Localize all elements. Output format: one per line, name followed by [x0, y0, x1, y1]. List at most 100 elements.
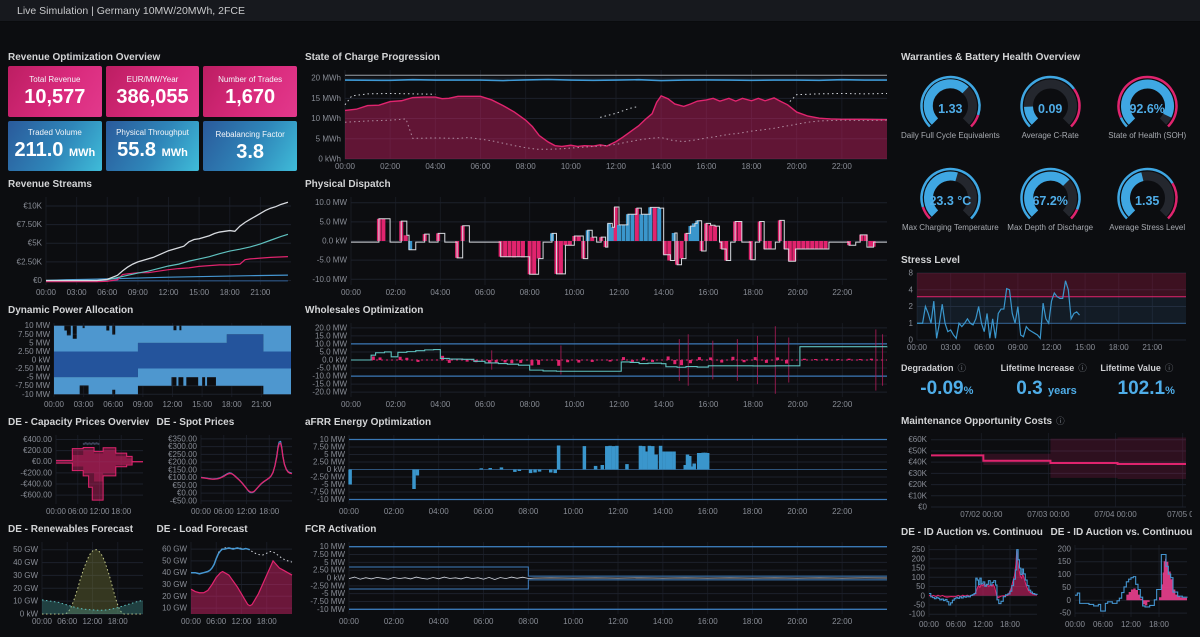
dynamic-power-allocation-chart[interactable]: 10 MW 7.50 MW 5 MW 2.50 MW 0 kW -2.50 MW -5 MW…	[8, 319, 297, 409]
fcr-activation-chart[interactable]: 10 MW 7.50 MW 5 MW 2.50 MW 0 kW -2.50 MW -5 MW…	[305, 538, 893, 626]
svg-text:50 GW: 50 GW	[13, 545, 38, 554]
dashboard-body: Revenue Optimization Overview Total Reve…	[0, 22, 1200, 637]
panel-title[interactable]: Dynamic Power Allocation	[8, 305, 134, 316]
svg-text:€20K: €20K	[908, 480, 927, 489]
panel-title[interactable]: Wholesales Optimization	[305, 305, 424, 316]
panel-title[interactable]: Revenue Optimization Overview	[8, 52, 161, 63]
svg-text:0 kW: 0 kW	[327, 465, 346, 474]
svg-text:12:00: 12:00	[609, 400, 630, 409]
svg-text:10.0 MW: 10.0 MW	[315, 198, 347, 207]
load-forecast-chart[interactable]: 60 GW 50 GW 40 GW 30 GW 20 GW 10 GW 00:00 06:00…	[157, 538, 298, 626]
svg-text:04:00: 04:00	[429, 617, 450, 626]
svg-text:12:00: 12:00	[231, 617, 252, 626]
gauge-grid: 1.33 Daily Full Cycle Equivalents 0.09 A…	[901, 66, 1192, 247]
stat-card-rebalancing-factor: Rebalancing Factor 3.8	[203, 120, 297, 171]
svg-text:€5K: €5K	[28, 239, 43, 248]
svg-text:-20.0 MW: -20.0 MW	[312, 388, 347, 397]
panel-title[interactable]: DE - Load Forecast	[156, 524, 248, 535]
panel-title[interactable]: FCR Activation	[305, 524, 377, 535]
svg-text:10:00: 10:00	[561, 162, 582, 171]
gauge-arc	[904, 158, 997, 222]
svg-text:-50: -50	[913, 601, 925, 610]
svg-text:04:00: 04:00	[429, 507, 450, 516]
panel-title[interactable]: Warranties & Battery Health Overview	[901, 52, 1081, 63]
svg-text:08:00: 08:00	[518, 617, 539, 626]
svg-text:22:00: 22:00	[832, 288, 853, 297]
id-auction-hour-chart[interactable]: 200 150 100 50 0 -50 00:00 06:00 12:00 18:00	[1051, 541, 1193, 629]
svg-text:100: 100	[912, 573, 926, 582]
panel-title[interactable]: DE - ID Auction vs. Continuous (quar...	[901, 527, 1043, 538]
stat-label: EUR/MW/Year	[126, 75, 179, 85]
top-navigation-bar: Live Simulation | Germany 10MW/20MWh, 2F…	[0, 0, 1200, 22]
dashboard-title: Live Simulation | Germany 10MW/20MWh, 2F…	[17, 4, 245, 17]
info-icon[interactable]: ⓘ	[1078, 363, 1087, 373]
svg-text:16:00: 16:00	[698, 507, 719, 516]
info-icon[interactable]: ⓘ	[1164, 363, 1174, 373]
svg-text:0 kW: 0 kW	[20, 610, 39, 619]
svg-text:02:00: 02:00	[384, 617, 405, 626]
gauge-label: Daily Full Cycle Equivalents	[901, 131, 1000, 140]
svg-text:18:00: 18:00	[108, 617, 129, 626]
svg-text:20:00: 20:00	[787, 507, 808, 516]
maintenance-costs-chart[interactable]: €60K €50K €40K €30K €20K €10K €0 07/02 00:00 07/…	[901, 429, 1192, 519]
panel-title[interactable]: Revenue Streams	[8, 179, 92, 190]
svg-text:15 MWh: 15 MWh	[311, 94, 341, 103]
panel-title[interactable]: State of Charge Progression	[305, 52, 441, 63]
gauge-arc	[1004, 66, 1097, 130]
svg-text:00:00: 00:00	[339, 507, 360, 516]
stat-value: 102.1%	[1117, 378, 1175, 399]
stat-label: Physical Throughput	[116, 128, 189, 138]
id-auction-quarter-chart[interactable]: 250 200 150 100 50 0 -50 -100 00:00 06:00 12:00 18:…	[901, 541, 1043, 629]
svg-text:12:00: 12:00	[162, 400, 183, 409]
renewables-forecast-chart[interactable]: 50 GW 40 GW 30 GW 20 GW 10 GW 0 kW 00:00 06:00 1…	[8, 538, 149, 626]
gauge-value: 1.35	[1135, 193, 1160, 208]
wholesales-optimization-chart[interactable]: 20.0 MW 15.0 MW 10.0 MW 5.0 MW 0.0 kW -5.0 MW…	[305, 319, 893, 409]
gauge-label: Max Charging Temperature	[901, 222, 999, 232]
svg-text:-100: -100	[909, 610, 926, 619]
gauge-value: 92.6%	[1129, 102, 1165, 116]
svg-text:10:00: 10:00	[563, 507, 584, 516]
afrr-energy-optimization-chart[interactable]: 10 MW 7.50 MW 5 MW 2.50 MW 0 kW -2.50 MW -5 MW…	[305, 431, 893, 516]
panel-title[interactable]: aFRR Energy Optimization	[305, 417, 432, 428]
panel-title[interactable]: Physical Dispatch	[305, 179, 391, 190]
panel-title[interactable]: DE - Renewables Forecast	[8, 524, 134, 535]
svg-text:22:00: 22:00	[832, 400, 853, 409]
svg-text:14:00: 14:00	[653, 617, 674, 626]
svg-text:10 MW: 10 MW	[320, 542, 346, 551]
physical-dispatch-chart[interactable]: 10.0 MW 5.0 MW 0.0 kW -5.0 MW -10.0 MW 00:00 0…	[305, 193, 893, 297]
svg-text:15.0 MW: 15.0 MW	[315, 331, 347, 340]
panel-title[interactable]: Stress Level	[901, 255, 960, 266]
svg-text:22:00: 22:00	[832, 507, 853, 516]
svg-text:00:00: 00:00	[339, 617, 360, 626]
svg-text:07/02 00:00: 07/02 00:00	[960, 510, 1003, 519]
svg-text:40 GW: 40 GW	[13, 558, 38, 567]
svg-text:12:00: 12:00	[236, 507, 257, 516]
capacity-prices-chart[interactable]: €400.00 €200.00 €0.00 -€200.00 -€400.00 -€600…	[8, 431, 149, 516]
svg-text:10 MWh: 10 MWh	[311, 114, 341, 123]
svg-text:8: 8	[909, 269, 914, 278]
spot-prices-chart[interactable]: €350.00 €300.00 €250.00 €200.00 €150.00 €100.…	[157, 431, 298, 516]
revenue-streams-chart[interactable]: €10K €7.50K €5K €2.50K €0 00:00 03:00 06:00 09:0…	[8, 193, 297, 297]
state-of-charge-chart[interactable]: 20 MWh 15 MWh 10 MWh 5 MWh 0 kWh 00:00 02:00 04…	[305, 66, 893, 171]
svg-text:0.0 kW: 0.0 kW	[322, 356, 347, 365]
stress-level-chart[interactable]: 8 4 2 1 0 00:00 03:00 06:00 09:00 12:00 15:00 18:00…	[901, 269, 1192, 352]
panel-revenue-streams: Revenue Streams €10K €7.50K €5K €2.50K €0 00:…	[8, 179, 297, 297]
svg-text:-7.50 MW: -7.50 MW	[310, 488, 345, 497]
stat-card-physical-throughput: Physical Throughput 55.8 MWh	[105, 120, 200, 171]
panel-title[interactable]: DE - ID Auction vs. Continuous (hour...	[1050, 527, 1193, 538]
panel-title[interactable]: DE - Capacity Prices Overview [EUR...	[8, 417, 149, 428]
info-icon[interactable]: ⓘ	[1056, 416, 1065, 426]
svg-text:06:00: 06:00	[103, 400, 124, 409]
gauge-state-of-health: 92.6% State of Health (SOH)	[1101, 66, 1194, 156]
panel-renewables-forecast: DE - Renewables Forecast 50 GW 40 GW 30 GW…	[8, 524, 149, 626]
svg-text:06:00: 06:00	[97, 288, 118, 297]
right-column: Warranties & Battery Health Overview 1.3…	[901, 52, 1192, 631]
svg-text:0: 0	[909, 336, 914, 345]
panel-revenue-overview: Revenue Optimization Overview Total Reve…	[8, 52, 297, 171]
svg-text:5 MW: 5 MW	[29, 338, 50, 347]
gauge-label: Max Depth of Discharge	[1007, 222, 1094, 232]
info-icon[interactable]: ⓘ	[957, 363, 967, 373]
panel-title[interactable]: Maintenance Opportunity Costs ⓘ	[901, 416, 1065, 427]
stat-label: Total Revenue	[29, 75, 81, 85]
panel-title[interactable]: DE - Spot Prices	[156, 417, 235, 428]
